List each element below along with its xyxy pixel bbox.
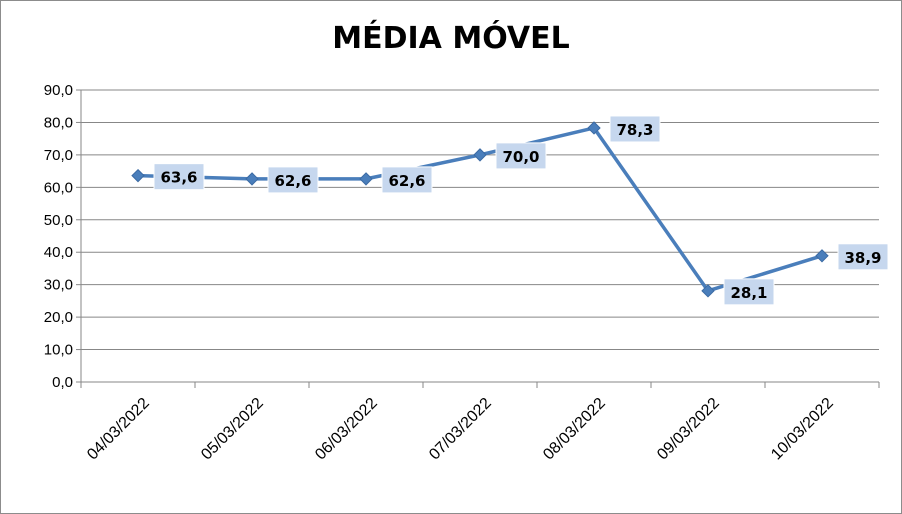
y-tick-label: 60,0	[44, 179, 73, 196]
y-tick-label: 50,0	[44, 212, 73, 229]
y-tick-label: 90,0	[44, 82, 73, 99]
data-point-marker	[815, 249, 829, 263]
data-label: 78,3	[616, 121, 653, 139]
y-tick-label: 30,0	[44, 277, 73, 294]
data-label: 62,6	[388, 172, 425, 190]
data-label-box	[723, 278, 775, 306]
data-label-box	[609, 115, 661, 143]
y-tick-label: 20,0	[44, 309, 73, 326]
x-tick-label: 05/03/2022	[198, 395, 267, 464]
data-label-box	[381, 166, 433, 194]
y-tick-label: 70,0	[44, 147, 73, 164]
data-point-marker	[701, 284, 715, 298]
x-tick-label: 10/03/2022	[768, 395, 837, 464]
chart-title: MÉDIA MÓVEL	[332, 21, 570, 56]
data-label-box	[837, 243, 889, 271]
data-label: 63,6	[160, 169, 197, 187]
x-tick-label: 08/03/2022	[540, 395, 609, 464]
data-label-box	[267, 166, 319, 194]
data-label: 70,0	[502, 148, 539, 166]
y-tick-label: 80,0	[44, 114, 73, 131]
data-label: 28,1	[730, 284, 767, 302]
y-tick-label: 10,0	[44, 342, 73, 359]
x-tick-label: 04/03/2022	[84, 395, 153, 464]
x-tick-label: 09/03/2022	[654, 395, 723, 464]
data-label: 38,9	[844, 249, 881, 267]
data-label-box	[153, 163, 205, 191]
y-tick-label: 0,0	[52, 374, 73, 391]
x-tick-label: 07/03/2022	[426, 395, 495, 464]
data-point-marker	[245, 172, 259, 186]
data-point-marker	[359, 172, 373, 186]
data-point-marker	[587, 121, 601, 135]
y-tick-label: 40,0	[44, 244, 73, 261]
data-point-marker	[473, 148, 487, 162]
data-label-box	[495, 142, 547, 170]
x-tick-label: 06/03/2022	[312, 395, 381, 464]
data-label: 62,6	[274, 172, 311, 190]
data-point-marker	[131, 168, 145, 183]
